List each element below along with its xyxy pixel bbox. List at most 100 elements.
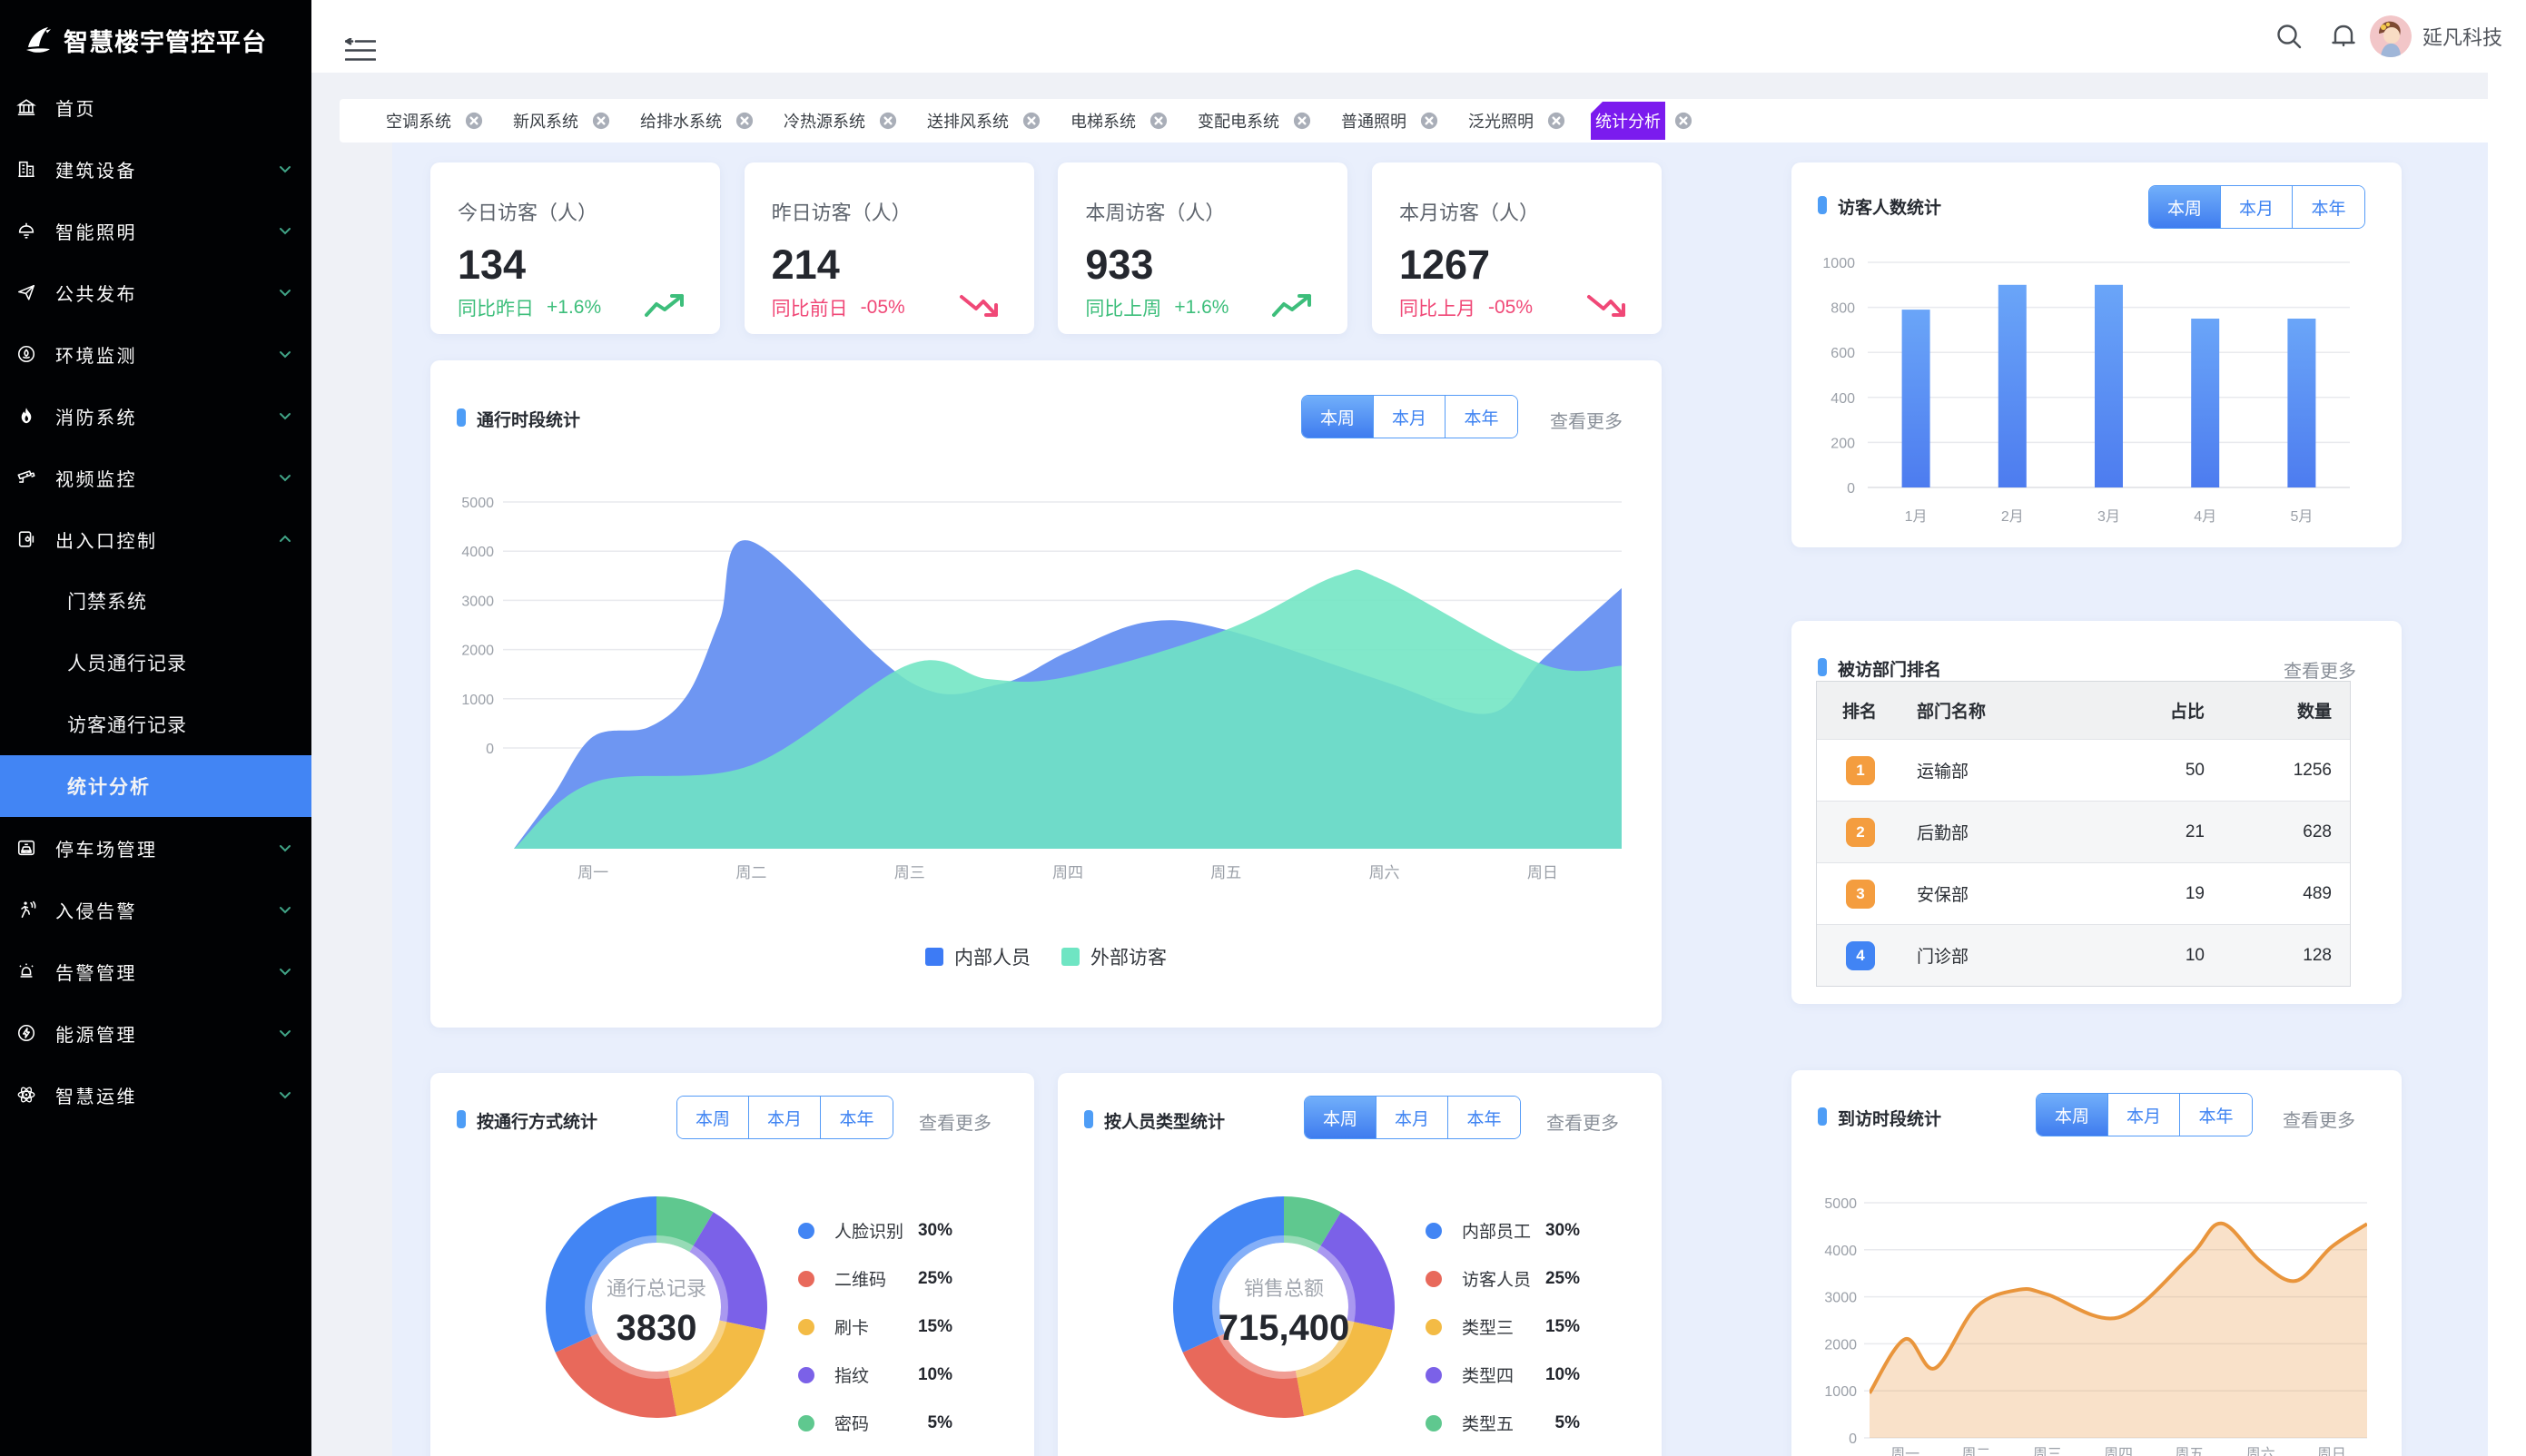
- donut-legend-item[interactable]: 类型三 15%: [1426, 1314, 1580, 1339]
- sidebar-item-parking[interactable]: 停车场管理: [0, 817, 311, 879]
- table-row[interactable]: 3 安保部 19 489: [1817, 862, 2350, 924]
- donut-slice-类型三[interactable]: [1295, 1320, 1393, 1416]
- donut-slice-访客人员[interactable]: [1182, 1333, 1305, 1418]
- bell-icon[interactable]: [2328, 21, 2359, 52]
- more-link[interactable]: 查看更多: [2283, 1111, 2355, 1131]
- donut-slice-刷卡[interactable]: [667, 1320, 765, 1416]
- seg-week[interactable]: 本周: [1305, 1097, 1376, 1138]
- tab-exhaust[interactable]: 送排风系统: [923, 102, 1041, 140]
- sidebar-item-fire-system[interactable]: 消防系统: [0, 385, 311, 447]
- donut-legend-item[interactable]: 类型五 5%: [1426, 1411, 1580, 1435]
- more-link[interactable]: 查看更多: [1546, 1114, 1619, 1134]
- sidebar-item-smart-ops[interactable]: 智慧运维: [0, 1064, 311, 1126]
- donut-slice-密码[interactable]: [656, 1196, 714, 1253]
- close-icon[interactable]: [1674, 112, 1692, 130]
- seg-month[interactable]: 本月: [2108, 1094, 2180, 1136]
- seg-month[interactable]: 本月: [749, 1097, 821, 1138]
- seg-year[interactable]: 本年: [1448, 1097, 1520, 1138]
- tab-power-distribution[interactable]: 变配电系统: [1193, 102, 1311, 140]
- avatar[interactable]: [2369, 15, 2412, 57]
- seg-month[interactable]: 本月: [1376, 1097, 1448, 1138]
- close-icon[interactable]: [1420, 112, 1438, 130]
- rank-badge: 1: [1846, 755, 1875, 785]
- close-icon[interactable]: [879, 112, 897, 130]
- donut-legend-item[interactable]: 指纹 10%: [798, 1363, 952, 1387]
- legend-item[interactable]: 外部访客: [1061, 943, 1167, 970]
- scrollbar-track[interactable]: [2488, 73, 2526, 1456]
- seg-week[interactable]: 本周: [1302, 396, 1374, 438]
- donut-legend-item[interactable]: 刷卡 15%: [798, 1314, 952, 1339]
- seg-month[interactable]: 本月: [2221, 186, 2293, 228]
- close-icon[interactable]: [1022, 112, 1041, 130]
- legend-label: 二维码: [834, 1271, 887, 1290]
- sidebar-subitem-personnel-records[interactable]: 人员通行记录: [67, 654, 187, 674]
- sidebar-subitem-door-access[interactable]: 门禁系统: [67, 592, 147, 613]
- pass-method-svg: 通行总记录 3830: [546, 1196, 767, 1418]
- tab-statistics[interactable]: 统计分析: [1591, 102, 1692, 140]
- donut-legend-item[interactable]: 密码 5%: [798, 1411, 952, 1435]
- more-link[interactable]: 查看更多: [2284, 662, 2356, 682]
- donut-slice-二维码[interactable]: [555, 1333, 677, 1418]
- tab-elevator[interactable]: 电梯系统: [1066, 102, 1168, 140]
- tab-fresh-air[interactable]: 新风系统: [508, 102, 610, 140]
- seg-week[interactable]: 本周: [2037, 1094, 2108, 1136]
- table-row[interactable]: 1 运输部 50 1256: [1817, 739, 2350, 801]
- chevron-up-icon: [275, 529, 295, 549]
- tab-heat-source[interactable]: 冷热源系统: [779, 102, 897, 140]
- more-link[interactable]: 查看更多: [919, 1114, 992, 1134]
- seg-year[interactable]: 本年: [2180, 1094, 2252, 1136]
- seg-week[interactable]: 本周: [677, 1097, 749, 1138]
- donut-slice-指纹[interactable]: [689, 1212, 767, 1331]
- donut-slice-内部员工[interactable]: [1173, 1196, 1284, 1353]
- sidebar-fold-icon[interactable]: [343, 37, 377, 64]
- table-row[interactable]: 2 后勤部 21 628: [1817, 801, 2350, 862]
- tab-water-supply[interactable]: 给排水系统: [636, 102, 754, 140]
- donut-legend-item[interactable]: 人脸识别 30%: [798, 1218, 952, 1243]
- close-icon[interactable]: [1547, 112, 1565, 130]
- seg-year[interactable]: 本年: [1446, 396, 1517, 438]
- sidebar-item-home[interactable]: 首页: [0, 76, 311, 138]
- sidebar-subitem-statistics[interactable]: 统计分析: [0, 755, 311, 817]
- close-icon[interactable]: [592, 112, 610, 130]
- more-link[interactable]: 查看更多: [1550, 412, 1623, 432]
- sidebar-item-building-equipment[interactable]: 建筑设备: [0, 138, 311, 200]
- sidebar-item-video-surveillance[interactable]: 视频监控: [0, 447, 311, 508]
- sidebar-item-intrusion-alarm[interactable]: 入侵告警: [0, 879, 311, 940]
- legend-item[interactable]: 内部人员: [925, 943, 1031, 970]
- sidebar-item-energy[interactable]: 能源管理: [0, 1002, 311, 1064]
- sidebar-subitem-visitor-records[interactable]: 访客通行记录: [67, 715, 187, 736]
- tab-normal-lighting[interactable]: 普通照明: [1337, 102, 1438, 140]
- donut-slice-类型五[interactable]: [1284, 1196, 1341, 1253]
- table-row[interactable]: 4 门诊部 10 128: [1817, 924, 2350, 986]
- close-icon[interactable]: [1293, 112, 1311, 130]
- tab-flood-lighting[interactable]: 泛光照明: [1464, 102, 1565, 140]
- seg-year[interactable]: 本年: [2293, 186, 2364, 228]
- seg-week[interactable]: 本周: [2149, 186, 2221, 228]
- seg-year[interactable]: 本年: [821, 1097, 893, 1138]
- tab-air-conditioning[interactable]: 空调系统: [381, 102, 483, 140]
- donut-slice-人脸识别[interactable]: [546, 1196, 656, 1353]
- seg-month[interactable]: 本月: [1374, 396, 1446, 438]
- donut-legend-item[interactable]: 类型四 10%: [1426, 1363, 1580, 1387]
- sidebar-item-environment[interactable]: 环境监测: [0, 323, 311, 385]
- svg-text:周二: 周二: [735, 864, 766, 881]
- donut-legend-item[interactable]: 内部员工 30%: [1426, 1218, 1580, 1243]
- close-icon[interactable]: [735, 112, 754, 130]
- user-name[interactable]: 延凡科技: [2422, 26, 2502, 49]
- svg-text:800: 800: [1830, 301, 1855, 317]
- sidebar-item-access-control[interactable]: 出入口控制: [0, 508, 311, 570]
- stat-value: 134: [458, 241, 527, 288]
- close-icon[interactable]: [465, 112, 483, 130]
- svg-text:1000: 1000: [461, 693, 494, 708]
- donut-legend-item[interactable]: 二维码 25%: [798, 1266, 952, 1291]
- sidebar-item-lighting[interactable]: 智能照明: [0, 200, 311, 261]
- sidebar-item-public-release[interactable]: 公共发布: [0, 261, 311, 323]
- chevron-down-icon: [275, 1085, 295, 1105]
- card-title: 通行时段统计: [477, 411, 581, 430]
- donut-slice-类型四[interactable]: [1317, 1212, 1395, 1331]
- sidebar-item-alarm-management[interactable]: 告警管理: [0, 940, 311, 1002]
- search-icon[interactable]: [2274, 21, 2304, 52]
- legend-percent: 10%: [917, 1364, 952, 1384]
- donut-legend-item[interactable]: 访客人员 25%: [1426, 1266, 1580, 1291]
- close-icon[interactable]: [1150, 112, 1168, 130]
